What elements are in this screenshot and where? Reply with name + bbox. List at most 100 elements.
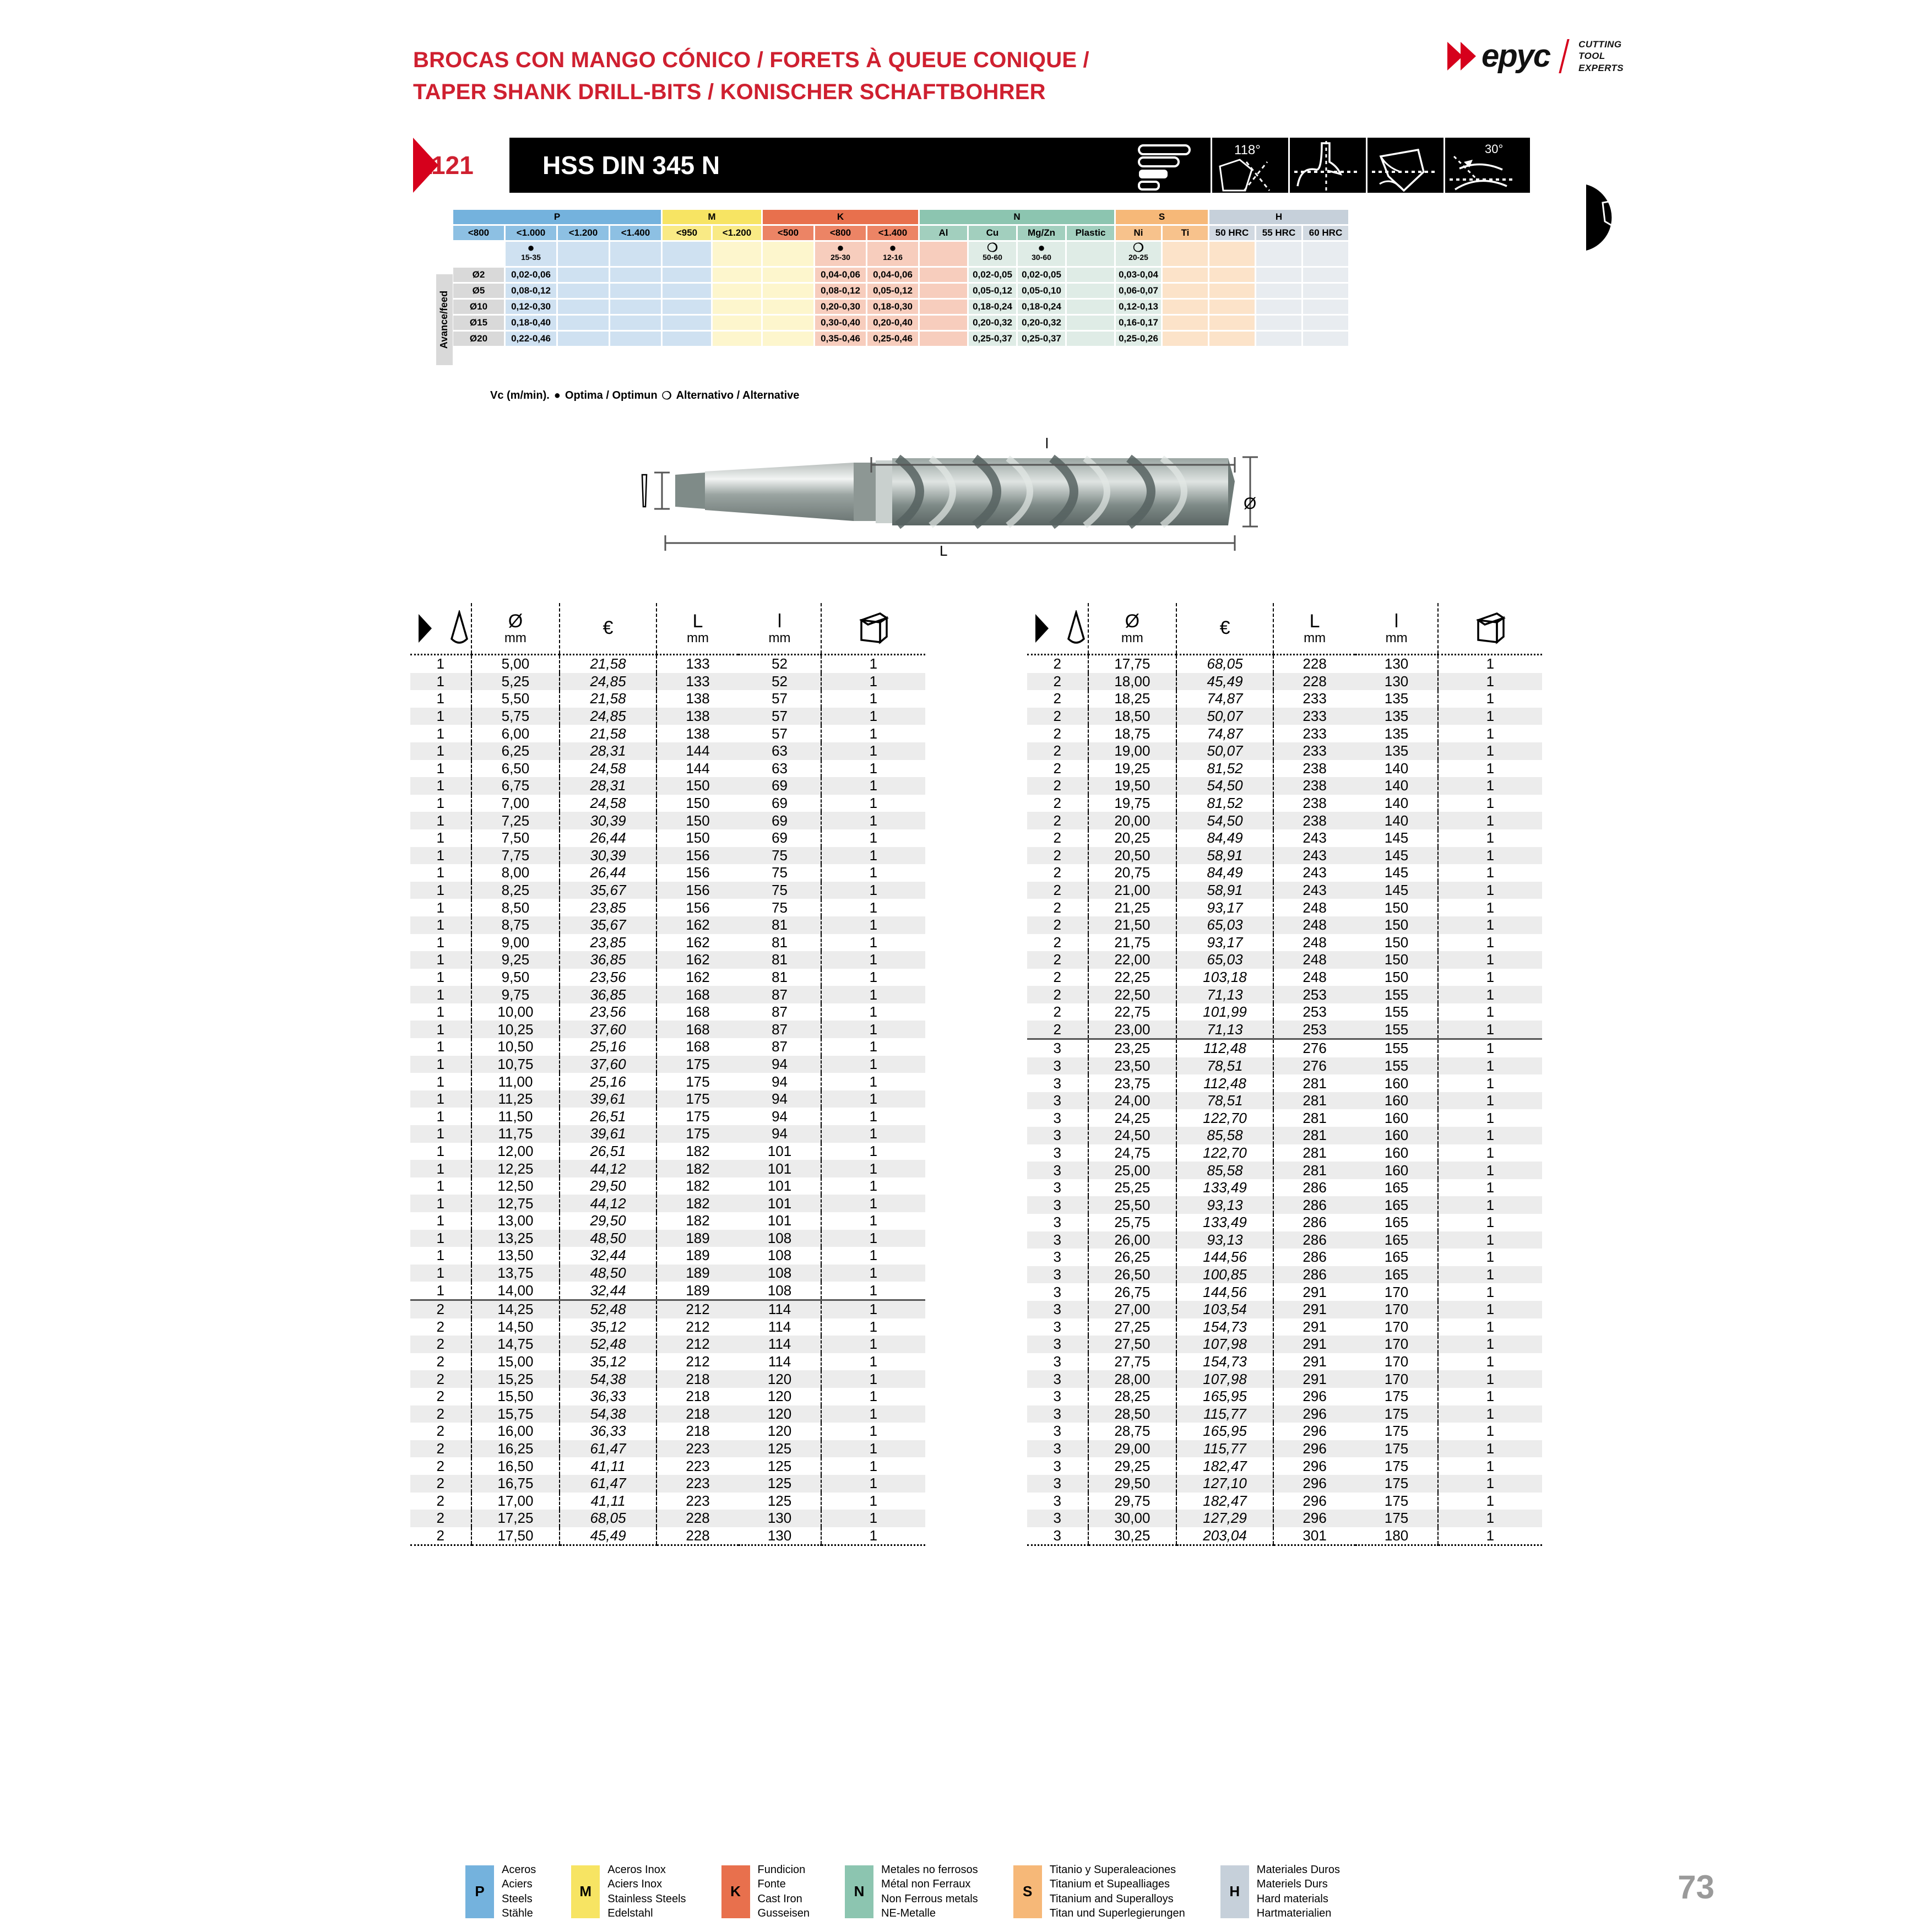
table-row[interactable]: 2 21,75 93,17 248 150 1: [1027, 934, 1542, 952]
table-row[interactable]: 1 14,00 32,44 189 108 1: [410, 1282, 925, 1300]
table-row[interactable]: 2 16,50 41,11 223 125 1: [410, 1457, 925, 1475]
table-row[interactable]: 2 17,00 41,11 223 125 1: [410, 1492, 925, 1510]
table-row[interactable]: 1 12,75 44,12 182 101 1: [410, 1195, 925, 1212]
table-row[interactable]: 3 26,25 144,56 286 165 1: [1027, 1249, 1542, 1266]
table-row[interactable]: 3 23,50 78,51 276 155 1: [1027, 1057, 1542, 1075]
table-row[interactable]: 1 13,75 48,50 189 108 1: [410, 1264, 925, 1282]
table-row[interactable]: 1 9,00 23,85 162 81 1: [410, 934, 925, 952]
table-row[interactable]: 3 30,00 127,29 296 175 1: [1027, 1510, 1542, 1527]
table-row[interactable]: 3 29,75 182,47 296 175 1: [1027, 1492, 1542, 1510]
table-row[interactable]: 2 17,75 68,05 228 130 1: [1027, 654, 1542, 673]
table-row[interactable]: 1 9,25 36,85 162 81 1: [410, 951, 925, 969]
table-row[interactable]: 3 28,25 165,95 296 175 1: [1027, 1387, 1542, 1405]
table-row[interactable]: 3 29,50 127,10 296 175 1: [1027, 1474, 1542, 1493]
table-row[interactable]: 2 14,75 52,48 212 114 1: [410, 1336, 925, 1353]
table-row[interactable]: 2 17,50 45,49 228 130 1: [410, 1527, 925, 1546]
table-row[interactable]: 3 29,00 115,77 296 175 1: [1027, 1440, 1542, 1458]
table-row[interactable]: 1 11,25 39,61 175 94 1: [410, 1090, 925, 1108]
table-row[interactable]: 2 15,25 54,38 218 120 1: [410, 1370, 925, 1388]
table-row[interactable]: 3 27,50 107,98 291 170 1: [1027, 1336, 1542, 1353]
table-row[interactable]: 2 21,50 65,03 248 150 1: [1027, 916, 1542, 934]
table-row[interactable]: 2 20,25 84,49 243 145 1: [1027, 829, 1542, 847]
table-row[interactable]: 3 27,75 154,73 291 170 1: [1027, 1353, 1542, 1371]
table-row[interactable]: 1 5,25 24,85 133 52 1: [410, 672, 925, 691]
table-row[interactable]: 1 11,75 39,61 175 94 1: [410, 1125, 925, 1143]
table-row[interactable]: 2 21,25 93,17 248 150 1: [1027, 899, 1542, 916]
table-row[interactable]: 1 13,50 32,44 189 108 1: [410, 1247, 925, 1265]
table-row[interactable]: 3 26,75 144,56 291 170 1: [1027, 1283, 1542, 1301]
table-row[interactable]: 1 9,50 23,56 162 81 1: [410, 968, 925, 986]
table-row[interactable]: 1 5,75 24,85 138 57 1: [410, 707, 925, 725]
table-row[interactable]: 1 11,50 26,51 175 94 1: [410, 1108, 925, 1126]
table-row[interactable]: 2 20,00 54,50 238 140 1: [1027, 812, 1542, 829]
table-row[interactable]: 2 18,50 50,07 233 135 1: [1027, 707, 1542, 725]
table-row[interactable]: 1 12,25 44,12 182 101 1: [410, 1160, 925, 1177]
table-row[interactable]: 1 7,00 24,58 150 69 1: [410, 794, 925, 812]
table-row[interactable]: 2 17,25 68,05 228 130 1: [410, 1510, 925, 1527]
table-row[interactable]: 2 18,25 74,87 233 135 1: [1027, 690, 1542, 708]
table-row[interactable]: 3 26,50 100,85 286 165 1: [1027, 1266, 1542, 1284]
table-row[interactable]: 2 16,25 61,47 223 125 1: [410, 1440, 925, 1458]
table-row[interactable]: 2 20,50 58,91 243 145 1: [1027, 846, 1542, 865]
table-row[interactable]: 3 24,75 122,70 281 160 1: [1027, 1144, 1542, 1162]
table-row[interactable]: 1 8,25 35,67 156 75 1: [410, 881, 925, 899]
table-row[interactable]: 1 7,75 30,39 156 75 1: [410, 846, 925, 865]
table-row[interactable]: 2 19,00 50,07 233 135 1: [1027, 742, 1542, 760]
table-row[interactable]: 1 8,75 35,67 162 81 1: [410, 916, 925, 934]
table-row[interactable]: 2 19,50 54,50 238 140 1: [1027, 777, 1542, 795]
table-row[interactable]: 1 13,00 29,50 182 101 1: [410, 1212, 925, 1230]
table-row[interactable]: 2 15,75 54,38 218 120 1: [410, 1405, 925, 1423]
table-row[interactable]: 1 9,75 36,85 168 87 1: [410, 986, 925, 1003]
table-row[interactable]: 1 10,50 25,16 168 87 1: [410, 1038, 925, 1056]
table-row[interactable]: 2 21,00 58,91 243 145 1: [1027, 881, 1542, 899]
table-row[interactable]: 2 23,00 71,13 253 155 1: [1027, 1021, 1542, 1039]
table-row[interactable]: 1 8,50 23,85 156 75 1: [410, 899, 925, 916]
table-row[interactable]: 3 25,50 93,13 286 165 1: [1027, 1196, 1542, 1214]
table-row[interactable]: 1 10,75 37,60 175 94 1: [410, 1055, 925, 1073]
table-row[interactable]: 3 26,00 93,13 286 165 1: [1027, 1231, 1542, 1249]
table-row[interactable]: 2 14,50 35,12 212 114 1: [410, 1318, 925, 1336]
table-row[interactable]: 1 8,00 26,44 156 75 1: [410, 864, 925, 882]
table-row[interactable]: 3 23,75 112,48 281 160 1: [1027, 1074, 1542, 1092]
table-row[interactable]: 2 18,00 45,49 228 130 1: [1027, 672, 1542, 691]
table-row[interactable]: 3 30,25 203,04 301 180 1: [1027, 1527, 1542, 1546]
table-row[interactable]: 1 12,00 26,51 182 101 1: [410, 1142, 925, 1160]
table-row[interactable]: 2 16,75 61,47 223 125 1: [410, 1474, 925, 1493]
table-row[interactable]: 1 6,00 21,58 138 57 1: [410, 725, 925, 742]
table-row[interactable]: 1 10,25 37,60 168 87 1: [410, 1021, 925, 1039]
table-row[interactable]: 2 22,75 101,99 253 155 1: [1027, 1003, 1542, 1021]
table-row[interactable]: 2 18,75 74,87 233 135 1: [1027, 725, 1542, 742]
table-row[interactable]: 3 25,75 133,49 286 165 1: [1027, 1214, 1542, 1231]
table-row[interactable]: 3 25,25 133,49 286 165 1: [1027, 1179, 1542, 1197]
table-row[interactable]: 1 13,25 48,50 189 108 1: [410, 1229, 925, 1247]
table-row[interactable]: 2 22,00 65,03 248 150 1: [1027, 951, 1542, 969]
table-row[interactable]: 3 28,00 107,98 291 170 1: [1027, 1370, 1542, 1388]
table-row[interactable]: 1 5,00 21,58 133 52 1: [410, 654, 925, 673]
table-row[interactable]: 2 14,25 52,48 212 114 1: [410, 1299, 925, 1318]
table-row[interactable]: 1 6,50 24,58 144 63 1: [410, 759, 925, 778]
table-row[interactable]: 2 22,25 103,18 248 150 1: [1027, 968, 1542, 986]
table-row[interactable]: 1 5,50 21,58 138 57 1: [410, 690, 925, 708]
table-row[interactable]: 3 28,75 165,95 296 175 1: [1027, 1423, 1542, 1440]
table-row[interactable]: 3 24,25 122,70 281 160 1: [1027, 1109, 1542, 1127]
table-row[interactable]: 1 11,00 25,16 175 94 1: [410, 1073, 925, 1090]
table-row[interactable]: 2 22,50 71,13 253 155 1: [1027, 986, 1542, 1003]
table-row[interactable]: 3 29,25 182,47 296 175 1: [1027, 1457, 1542, 1475]
table-row[interactable]: 3 27,25 154,73 291 170 1: [1027, 1318, 1542, 1336]
table-row[interactable]: 2 19,25 81,52 238 140 1: [1027, 759, 1542, 778]
table-row[interactable]: 1 7,50 26,44 150 69 1: [410, 829, 925, 847]
table-row[interactable]: 3 25,00 85,58 281 160 1: [1027, 1162, 1542, 1179]
table-row[interactable]: 1 10,00 23,56 168 87 1: [410, 1003, 925, 1021]
table-row[interactable]: 1 7,25 30,39 150 69 1: [410, 812, 925, 829]
table-row[interactable]: 1 12,50 29,50 182 101 1: [410, 1177, 925, 1195]
table-row[interactable]: 3 24,50 85,58 281 160 1: [1027, 1127, 1542, 1144]
table-row[interactable]: 1 6,25 28,31 144 63 1: [410, 742, 925, 760]
table-row[interactable]: 2 16,00 36,33 218 120 1: [410, 1423, 925, 1440]
table-row[interactable]: 2 15,00 35,12 212 114 1: [410, 1353, 925, 1371]
table-row[interactable]: 2 19,75 81,52 238 140 1: [1027, 794, 1542, 812]
table-row[interactable]: 2 15,50 36,33 218 120 1: [410, 1387, 925, 1405]
table-row[interactable]: 3 23,25 112,48 276 155 1: [1027, 1038, 1542, 1057]
table-row[interactable]: 3 24,00 78,51 281 160 1: [1027, 1092, 1542, 1110]
table-row[interactable]: 3 27,00 103,54 291 170 1: [1027, 1300, 1542, 1318]
table-row[interactable]: 2 20,75 84,49 243 145 1: [1027, 864, 1542, 882]
